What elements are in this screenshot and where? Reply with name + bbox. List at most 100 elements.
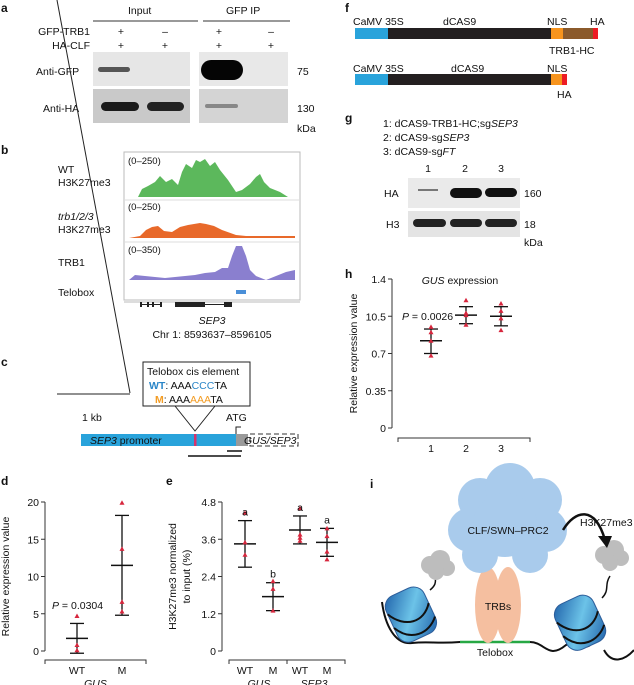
arrowhead-icon xyxy=(598,536,612,548)
wt-label: WT xyxy=(149,380,166,392)
seq-part: : AAA xyxy=(165,380,191,392)
lane-number: 2 xyxy=(462,163,468,175)
p-label: P xyxy=(402,311,409,323)
panel-label-a: a xyxy=(1,1,8,15)
y-axis-label: H3K27me3 normalized xyxy=(167,523,179,630)
data-point xyxy=(270,608,276,613)
x-axis-label: GUS xyxy=(84,678,107,685)
marker-160: 160 xyxy=(524,188,542,200)
data-point xyxy=(463,322,469,327)
row-label-gfp-trb1: GFP-TRB1 xyxy=(38,26,90,38)
histone-tail xyxy=(601,575,611,599)
panel-label-f: f xyxy=(345,1,350,15)
dna-strand xyxy=(603,649,634,661)
legend-gene: FT xyxy=(443,146,457,158)
panel-label-b: b xyxy=(1,143,8,157)
data-point xyxy=(324,556,330,562)
band xyxy=(98,67,130,72)
y-tick-label: 10 xyxy=(27,572,39,584)
data-point xyxy=(428,353,434,358)
x-tick-label: 3 xyxy=(498,443,504,455)
sign: + xyxy=(216,40,222,52)
atg-label: ATG xyxy=(226,412,247,424)
panel-g: g 1: dCAS9-TRB1-HC;sgSEP3 2: dCAS9-sgSEP… xyxy=(345,111,543,249)
nls-segment xyxy=(551,74,562,85)
x-tick-label: WT xyxy=(237,665,254,677)
panel-c: c Telobox cis element WT: AAACCCTA M: AA… xyxy=(1,0,299,457)
data-point xyxy=(297,505,303,511)
data-point xyxy=(428,329,434,335)
y-axis-label: Relative expression value xyxy=(0,517,12,637)
sign: + xyxy=(118,40,124,52)
telobox-feature xyxy=(236,290,246,294)
panel-i: i Telobox TRBs xyxy=(370,463,634,661)
y-tick-label: 5 xyxy=(33,609,39,621)
sign: – xyxy=(162,26,168,38)
panel-label-c: c xyxy=(1,355,8,369)
prc2-complex-icon xyxy=(448,463,567,573)
sign: + xyxy=(268,40,274,52)
data-point xyxy=(324,525,330,531)
data-point xyxy=(242,510,248,515)
group-label: SEP3 xyxy=(301,678,328,685)
band xyxy=(450,219,482,227)
trbs-label: TRBs xyxy=(485,601,511,613)
track-label: WT xyxy=(58,164,75,176)
data-point xyxy=(119,546,125,551)
band xyxy=(485,219,517,227)
y-tick-label: 1.2 xyxy=(201,609,216,621)
row-label-ha-clf: HA-CLF xyxy=(52,40,90,52)
utr xyxy=(236,434,248,446)
histone-mark-right-icon xyxy=(595,540,629,571)
data-point xyxy=(498,300,504,306)
y-tick-label: 20 xyxy=(27,497,39,509)
data-point xyxy=(74,647,80,653)
track-label: trb1/2/3 xyxy=(58,211,94,223)
construct-label: HA xyxy=(557,89,572,101)
y-tick-label: 0 xyxy=(33,646,39,658)
panel-label-i: i xyxy=(370,477,373,491)
seq-core: AAA xyxy=(190,394,211,406)
data-point xyxy=(297,532,303,537)
ha-segment xyxy=(593,28,598,39)
promoter-word: promoter xyxy=(117,435,162,447)
track-label-telobox: Telobox xyxy=(58,287,95,299)
panel-b: b WT H3K27me3 trb1/2/3 H3K27me3 TRB1 Tel… xyxy=(1,143,301,341)
data-point xyxy=(119,609,125,614)
seq-part: TA xyxy=(214,380,227,392)
genomic-coords: Chr 1: 8593637–8596105 xyxy=(152,329,271,341)
y-tick-label: 2.4 xyxy=(201,572,216,584)
lane-number: 3 xyxy=(498,163,504,175)
x-tick-label: WT xyxy=(292,665,309,677)
chart-title: GUS expression xyxy=(422,275,499,287)
callout-title: Telobox cis element xyxy=(147,366,239,378)
data-point xyxy=(498,308,504,313)
sign: + xyxy=(118,26,124,38)
data-point xyxy=(297,535,303,540)
x-tick-label: 2 xyxy=(463,443,469,455)
group-gfp-ip: GFP IP xyxy=(226,5,260,17)
construct-label: dCAS9 xyxy=(443,16,476,28)
blot-label-anti-ha: Anti-HA xyxy=(43,103,79,115)
h3k27me3-label: H3K27me3 xyxy=(580,517,633,529)
panel-label-h: h xyxy=(345,267,352,281)
y-tick-label: 1.4 xyxy=(371,274,386,286)
sign: – xyxy=(268,26,274,38)
m-sequence: M: AAAAAATA xyxy=(155,394,223,406)
trb-protein xyxy=(475,567,501,643)
track-wt-h3k27me3 xyxy=(129,159,295,197)
y-tick-label: 0.7 xyxy=(371,349,386,361)
data-point xyxy=(270,586,276,591)
y-tick-label: 0 xyxy=(380,423,386,435)
data-point xyxy=(119,599,125,604)
trb1-hc-segment xyxy=(563,28,593,39)
chart-h: 0 0.35 0.7 10.5 1.4 1 2 3 Relative expression va… xyxy=(348,274,531,455)
significance-letter: b xyxy=(270,569,276,581)
y-tick-label: 0 xyxy=(210,646,216,658)
x-tick-label: WT xyxy=(69,665,86,677)
nucleosome-left-icon xyxy=(384,586,438,643)
panel-f: f CaMV 35S dCAS9 NLS HA TRB1-HC CaMV 35S… xyxy=(345,1,605,101)
reporter-label: GUS/SEP3 xyxy=(244,435,297,447)
chart-e: 0 1.2 2.4 3.6 4.8 WT a Mb WT a Ma H3K27me3 normaliz… xyxy=(167,497,346,685)
